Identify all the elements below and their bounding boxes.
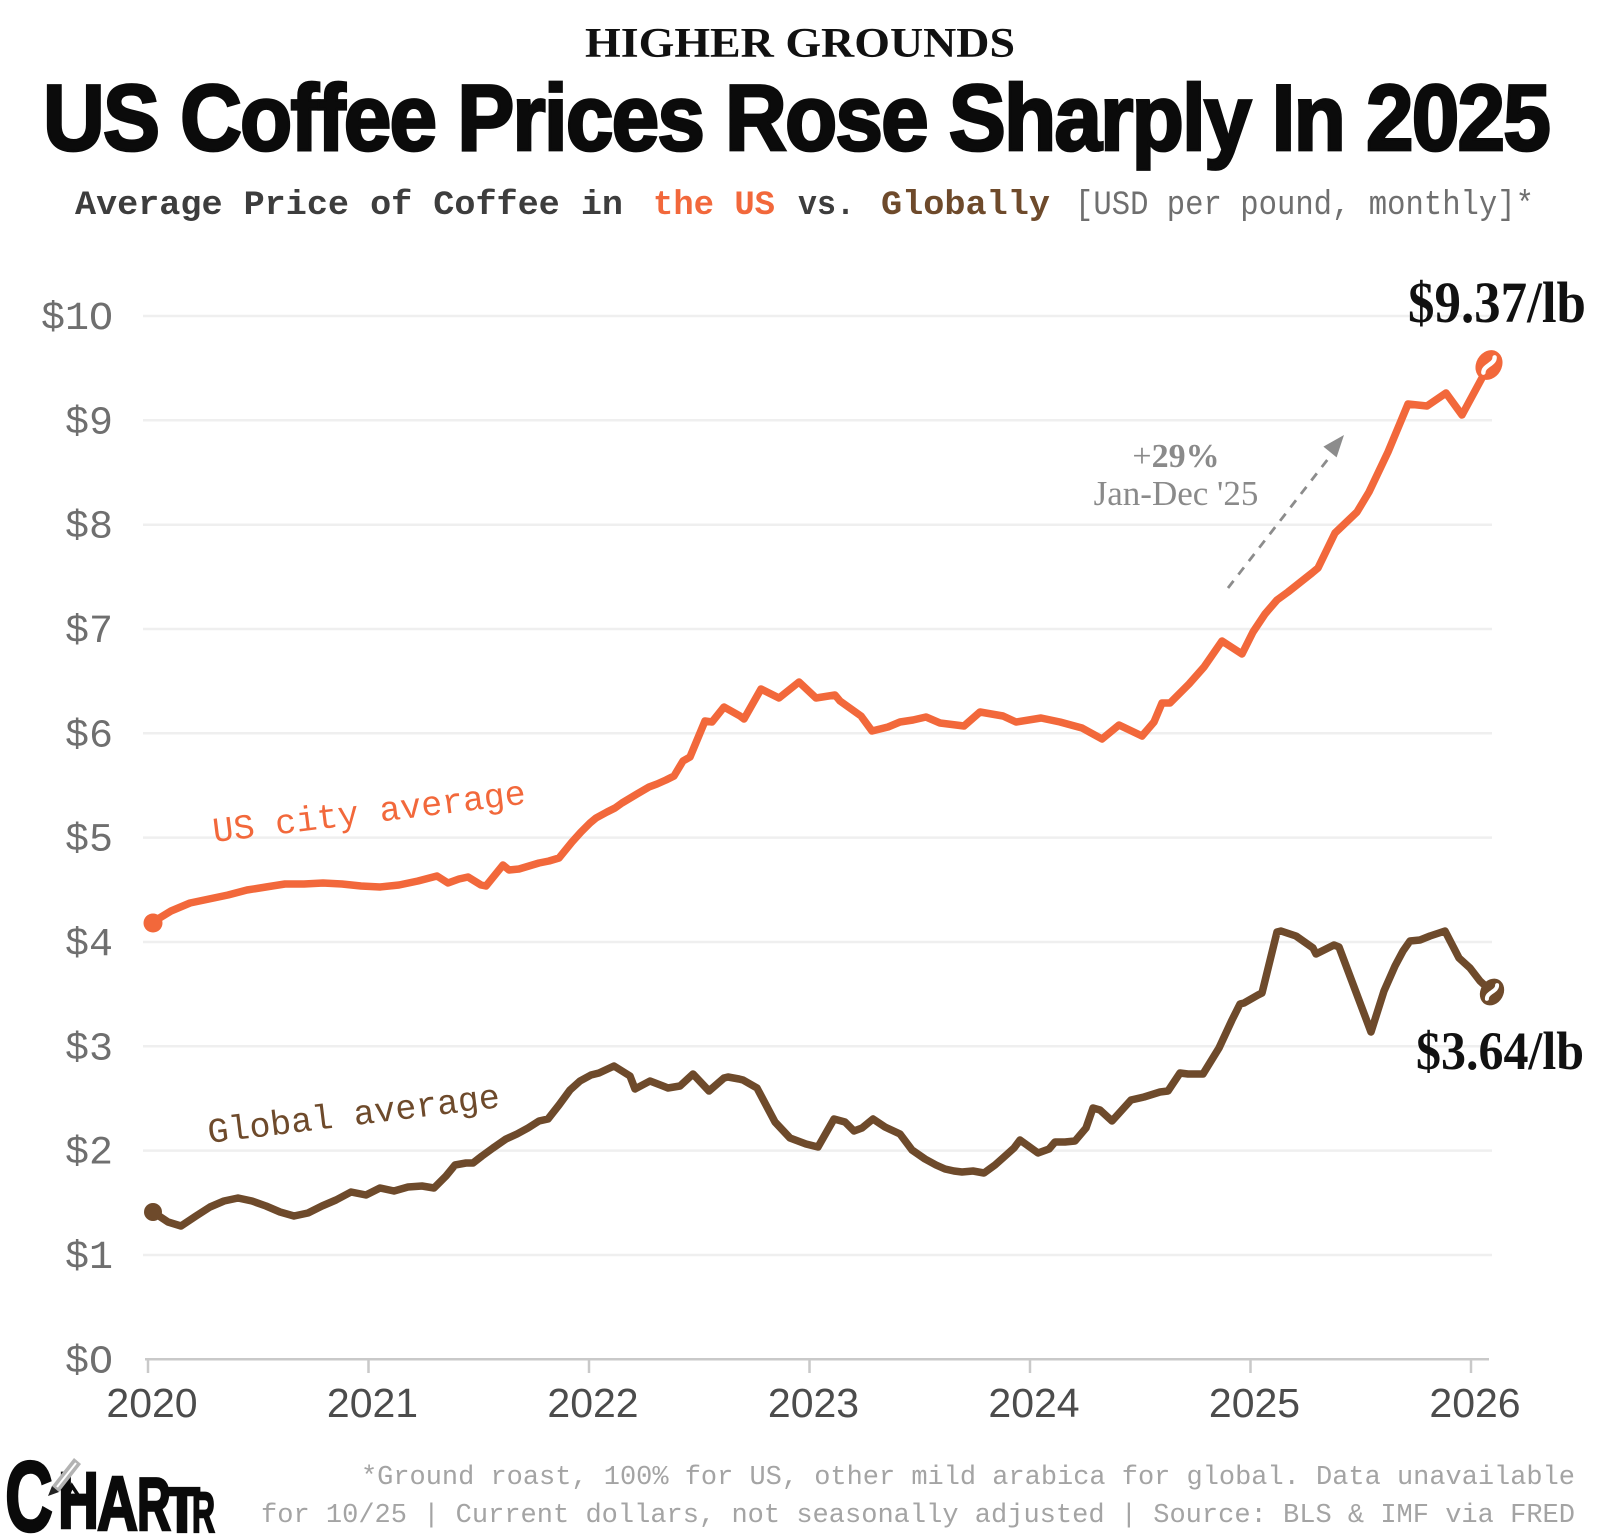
svg-text:$6: $6 <box>65 714 113 759</box>
svg-text:US Coffee Prices Rose Sharply: US Coffee Prices Rose Sharply In 2025 <box>43 66 1549 171</box>
svg-text:T: T <box>164 1474 200 1539</box>
svg-text:Average Price of Coffee in: Average Price of Coffee in <box>75 187 623 225</box>
svg-text:the US: the US <box>653 187 775 225</box>
svg-text:+29%: +29% <box>1132 438 1219 475</box>
svg-text:R: R <box>137 1462 171 1539</box>
svg-text:$9: $9 <box>65 401 113 446</box>
svg-text:2025: 2025 <box>1209 1380 1300 1426</box>
svg-text:A: A <box>97 1461 138 1539</box>
svg-text:C: C <box>5 1441 53 1539</box>
svg-text:vs.: vs. <box>798 187 855 225</box>
svg-text:$8: $8 <box>65 506 113 551</box>
svg-text:*Ground roast, 100% for US, ot: *Ground roast, 100% for US, other mild a… <box>361 1463 1575 1493</box>
svg-text:2022: 2022 <box>547 1380 638 1426</box>
svg-text:$2: $2 <box>65 1132 113 1177</box>
svg-text:$3: $3 <box>65 1027 113 1072</box>
svg-text:2024: 2024 <box>988 1380 1079 1426</box>
svg-text:2023: 2023 <box>768 1380 859 1426</box>
svg-text:$1O: $1O <box>41 297 113 342</box>
svg-text:$4: $4 <box>65 923 113 968</box>
svg-text:$O: $O <box>65 1340 113 1385</box>
svg-text:Globally: Globally <box>881 187 1050 225</box>
svg-text:$9.37/lb: $9.37/lb <box>1408 270 1586 335</box>
svg-text:$7: $7 <box>65 610 113 655</box>
svg-text:2026: 2026 <box>1429 1380 1520 1426</box>
svg-text:$3.64/lb: $3.64/lb <box>1416 1021 1584 1081</box>
svg-text:Jan-Dec '25: Jan-Dec '25 <box>1094 474 1259 513</box>
svg-text:$1: $1 <box>65 1236 113 1281</box>
svg-text:HIGHER GROUNDS: HIGHER GROUNDS <box>585 21 1015 67</box>
svg-text:2021: 2021 <box>327 1380 418 1426</box>
svg-text:$5: $5 <box>65 819 113 864</box>
svg-text:for 10/25 | Current dollars, n: for 10/25 | Current dollars, not seasona… <box>261 1501 1575 1531</box>
svg-text:R: R <box>192 1481 215 1539</box>
svg-text:[USD per pound, monthly]*: [USD per pound, monthly]* <box>1075 187 1534 225</box>
svg-text:2020: 2020 <box>106 1380 197 1426</box>
svg-text:H: H <box>58 1456 99 1539</box>
